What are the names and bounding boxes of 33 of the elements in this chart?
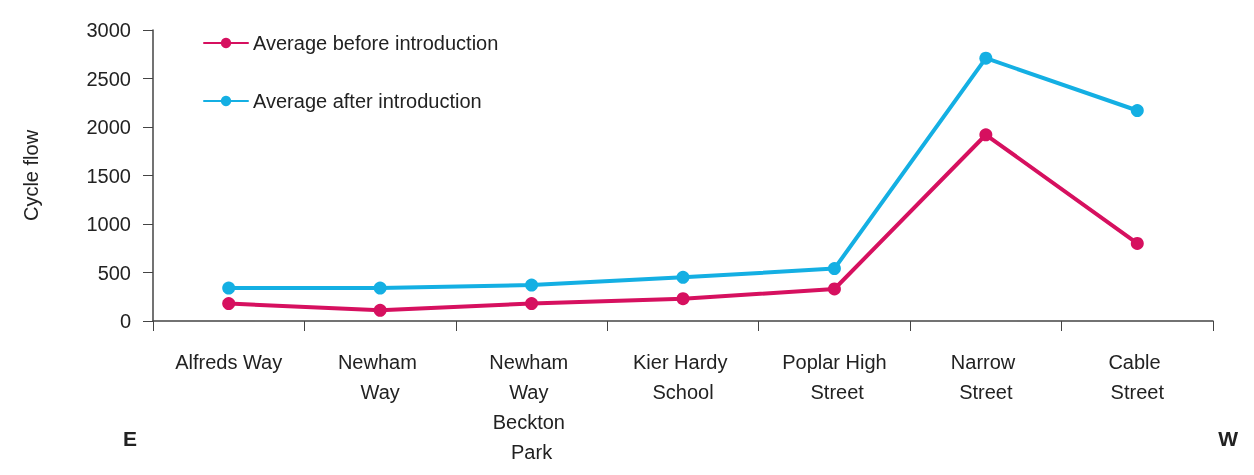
- point: [979, 128, 993, 142]
- y-tick-label: 1000: [86, 213, 131, 235]
- point: [222, 297, 236, 311]
- x-tick-label: Newham Way Beckton Park: [489, 351, 574, 463]
- x-tick-label: Newham Way: [337, 351, 423, 403]
- point: [1130, 236, 1144, 250]
- y-tick-label: 0: [119, 310, 131, 332]
- legend-label: Average after introduction: [253, 90, 482, 112]
- x-tick-label: Poplar High Street: [782, 351, 887, 403]
- x-tick-label: Kier Hardy School: [632, 351, 734, 403]
- point: [373, 281, 387, 295]
- point: [676, 292, 690, 306]
- point: [373, 303, 387, 317]
- x-tick-label: Alfreds Way: [175, 351, 283, 373]
- y-tick-label: 500: [97, 261, 131, 284]
- point: [525, 297, 539, 311]
- y-tick-label: 1500: [86, 164, 131, 187]
- y-tick-label: 2500: [86, 67, 131, 90]
- point: [827, 262, 841, 276]
- point: [1130, 104, 1144, 118]
- point: [525, 278, 539, 292]
- legend-label: Average before introduction: [253, 32, 499, 54]
- point: [222, 281, 236, 295]
- x-tick-label: Narrow Street: [950, 351, 1021, 403]
- text: W: [1218, 427, 1239, 450]
- point: [979, 51, 993, 65]
- point: [676, 270, 690, 284]
- y-axis-title: Cycle flow: [20, 129, 42, 222]
- y-tick-label: 3000: [86, 19, 131, 41]
- point: [827, 282, 841, 296]
- text: E: [123, 427, 138, 450]
- y-tick-label: 2000: [86, 116, 131, 138]
- x-tick-label: Cable Street: [1108, 351, 1167, 403]
